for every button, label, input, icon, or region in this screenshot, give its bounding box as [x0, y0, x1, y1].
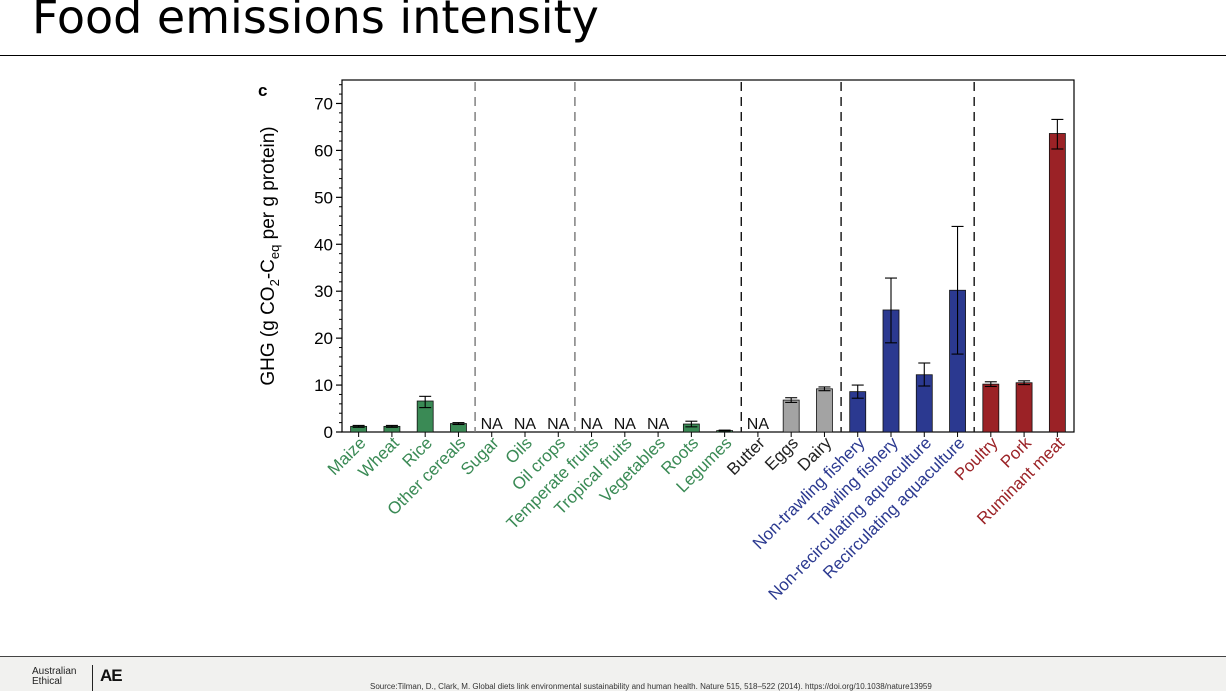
brand-line1: Australian — [32, 666, 77, 677]
na-label: NA — [614, 416, 637, 433]
na-label: NA — [547, 416, 570, 433]
y-axis-label-part: GHG (g CO — [258, 286, 279, 385]
y-tick-label: 0 — [324, 423, 333, 442]
brand-line2: Ethical — [32, 676, 63, 687]
category-label: Sugar — [457, 433, 503, 479]
na-label: NA — [747, 416, 770, 433]
y-axis-label: GHG (g CO2-Ceq per g protein) — [258, 126, 282, 385]
na-label: NA — [514, 416, 537, 433]
y-tick-label: 50 — [314, 188, 333, 207]
y-tick-label: 10 — [314, 376, 333, 395]
y-axis-label-part: -C — [258, 259, 279, 279]
bar — [982, 383, 1000, 433]
y-axis-label-part: eq — [267, 245, 282, 259]
title-rule — [0, 55, 1226, 56]
bar — [782, 399, 800, 433]
y-tick-label: 30 — [314, 282, 333, 301]
na-label: NA — [647, 416, 670, 433]
y-tick-label: 70 — [314, 94, 333, 113]
panel-label: c — [258, 81, 267, 100]
y-axis-label-part: 2 — [267, 279, 282, 286]
bar — [1015, 382, 1033, 433]
category-label: Butter — [723, 433, 769, 479]
footer-bar: Australian Ethical AE Source:Tilman, D.,… — [0, 656, 1226, 691]
brand-logo-text: Australian Ethical — [32, 667, 76, 687]
slide-title: Food emissions intensity — [32, 0, 599, 44]
na-label: NA — [481, 416, 504, 433]
brand-mark-logo: AE — [100, 666, 123, 685]
brand-separator — [92, 665, 93, 691]
na-label: NA — [580, 416, 603, 433]
y-tick-label: 20 — [314, 329, 333, 348]
emissions-bar-chart: c 0 10 20 30 40 50 60 70 GHG (g CO2-Ceq per g pro… — [258, 79, 1075, 604]
plot-frame — [341, 79, 1075, 433]
source-citation: Source:Tilman, D., Clark, M. Global diet… — [370, 682, 932, 691]
y-tick-label: 60 — [314, 141, 333, 160]
y-axis-label-part: per g protein) — [258, 126, 279, 244]
category-label: Eggs — [761, 433, 802, 474]
bar — [1048, 133, 1066, 433]
bar — [816, 388, 833, 433]
y-tick-label: 40 — [314, 235, 333, 254]
